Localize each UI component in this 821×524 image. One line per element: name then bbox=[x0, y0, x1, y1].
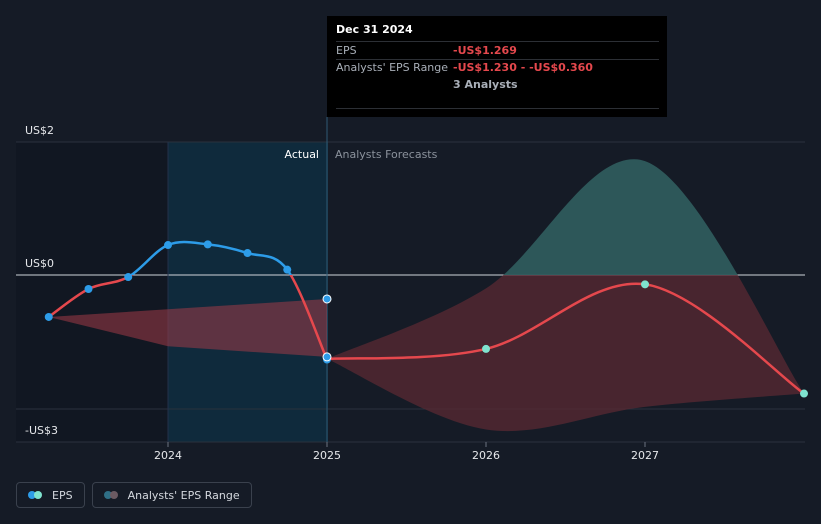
actual-eps-point-0[interactable] bbox=[44, 312, 53, 321]
actual-region-label: Actual bbox=[285, 148, 319, 161]
tooltip-row-eps: EPS -US$1.269 bbox=[336, 41, 659, 59]
tooltip-eps-value: -US$1.269 bbox=[453, 43, 517, 57]
range-marker-2[interactable] bbox=[482, 344, 490, 353]
y-tick-label-1: US$0 bbox=[25, 257, 54, 270]
actual-eps-point-2[interactable] bbox=[124, 272, 133, 281]
tooltip-range-value: -US$1.230 - -US$0.360 bbox=[453, 61, 593, 75]
range-swatch-icon bbox=[103, 491, 119, 499]
y-tick-label-0: US$2 bbox=[25, 124, 54, 137]
hover-tooltip: Dec 31 2024 EPS -US$1.269 Analysts' EPS … bbox=[327, 16, 667, 117]
range-marker-3[interactable] bbox=[641, 280, 649, 289]
actual-eps-point-4[interactable] bbox=[203, 240, 212, 249]
actual-eps-point-3[interactable] bbox=[164, 241, 172, 250]
actual-eps-point-5[interactable] bbox=[243, 249, 252, 258]
tooltip-divider bbox=[336, 108, 659, 109]
forecast-region-label: Analysts Forecasts bbox=[335, 148, 438, 161]
y-tick-label-2: -US$3 bbox=[25, 424, 58, 437]
tooltip-eps-label: EPS bbox=[336, 43, 357, 57]
range-marker-4[interactable] bbox=[800, 389, 808, 398]
tooltip-row-analysts: 3 Analysts bbox=[336, 76, 659, 93]
range-marker-0[interactable] bbox=[322, 294, 332, 304]
actual-eps-point-1[interactable] bbox=[84, 284, 93, 293]
past-shade bbox=[16, 142, 168, 442]
tooltip-date: Dec 31 2024 bbox=[336, 23, 413, 36]
x-tick-label-3: 2027 bbox=[631, 449, 659, 462]
past-range-band bbox=[48, 298, 327, 357]
legend-item-range[interactable]: Analysts' EPS Range bbox=[91, 482, 252, 508]
forecast-eps-line bbox=[326, 282, 805, 395]
forecast-range-band-negative bbox=[327, 275, 804, 432]
legend: EPS Analysts' EPS Range bbox=[16, 482, 252, 508]
tooltip-row-range: Analysts' EPS Range -US$1.230 - -US$0.36… bbox=[336, 58, 659, 77]
legend-range-label: Analysts' EPS Range bbox=[127, 488, 240, 502]
range-marker-1[interactable] bbox=[322, 352, 332, 362]
x-tick-label-2: 2026 bbox=[472, 449, 500, 462]
actual-eps-line-negative bbox=[48, 275, 329, 361]
tooltip-analyst-count: 3 Analysts bbox=[453, 77, 518, 91]
tooltip-range-label: Analysts' EPS Range bbox=[336, 61, 449, 75]
x-tick-label-0: 2024 bbox=[154, 449, 182, 462]
legend-item-eps[interactable]: EPS bbox=[16, 482, 85, 508]
past-highlight bbox=[168, 142, 328, 442]
x-tick-label-1: 2025 bbox=[313, 449, 341, 462]
actual-eps-point-6[interactable] bbox=[283, 265, 292, 274]
eps-swatch-icon bbox=[28, 491, 43, 499]
forecast-range-band-positive bbox=[503, 159, 738, 275]
legend-eps-label: EPS bbox=[52, 488, 73, 502]
